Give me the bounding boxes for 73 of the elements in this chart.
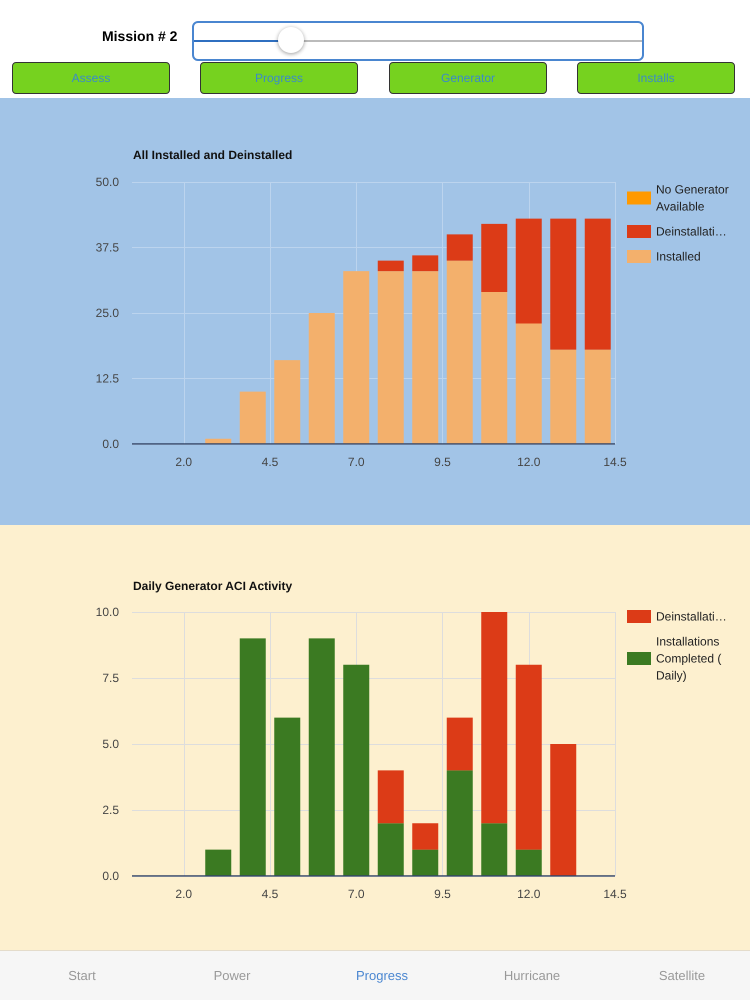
bar — [378, 770, 404, 824]
bar — [516, 323, 542, 444]
x-tick-label: 12.0 — [517, 455, 541, 469]
bar — [550, 744, 576, 876]
bar — [343, 664, 370, 876]
bar — [240, 392, 266, 444]
bar — [343, 271, 370, 444]
text: Power — [212, 968, 252, 983]
bar — [516, 850, 542, 876]
legend-label: Installations Completed ( Daily) — [656, 634, 725, 682]
bar — [550, 350, 576, 444]
y-tick-label: 25.0 — [96, 306, 120, 320]
bar — [584, 350, 611, 444]
bar — [378, 260, 404, 272]
bar — [412, 823, 438, 850]
x-tick-label: 14.5 — [603, 887, 627, 901]
text: Assess — [12, 62, 170, 94]
bar — [516, 218, 542, 324]
bar — [481, 612, 508, 824]
x-tick-label: 9.5 — [434, 455, 452, 469]
bar — [274, 360, 300, 444]
legend-label: Deinstallati… — [656, 224, 727, 238]
text: Mission # 2 — [102, 28, 178, 44]
x-tick-label: 12.0 — [517, 887, 541, 901]
bar — [308, 313, 335, 444]
x-tick-label: 4.5 — [262, 455, 279, 469]
bar — [412, 271, 438, 444]
bar — [550, 218, 576, 350]
bar — [584, 218, 611, 350]
y-tick-label: 10.0 — [96, 605, 120, 619]
bar — [446, 770, 473, 876]
bar — [481, 224, 508, 292]
bar — [481, 292, 508, 444]
bar — [274, 718, 300, 876]
bar — [240, 638, 266, 876]
x-tick-label: 2.0 — [175, 887, 192, 901]
chart-title: Daily Generator ACI Activity — [133, 579, 292, 593]
y-tick-label: 12.5 — [96, 372, 120, 386]
text: Satellite — [658, 968, 706, 983]
x-tick-label: 9.5 — [434, 887, 452, 901]
text: Start — [67, 968, 97, 983]
bar — [308, 638, 335, 876]
text: Generator — [389, 62, 547, 94]
x-tick-label: 4.5 — [262, 887, 279, 901]
y-tick-label: 7.5 — [102, 671, 120, 685]
y-tick-label: 0.0 — [102, 869, 120, 883]
y-tick-label: 37.5 — [96, 240, 120, 254]
chart-title: All Installed and Deinstalled — [133, 148, 292, 162]
x-tick-label: 14.5 — [603, 455, 627, 469]
bar — [516, 664, 542, 850]
y-tick-label: 0.0 — [102, 437, 120, 451]
legend-label: Deinstallati… — [656, 610, 727, 624]
bar — [412, 255, 438, 272]
y-tick-label: 50.0 — [96, 175, 120, 189]
text: Installs — [577, 62, 735, 94]
bar — [481, 823, 508, 876]
bar — [378, 271, 404, 444]
bar — [446, 260, 473, 444]
y-tick-label: 5.0 — [102, 737, 120, 751]
text: Hurricane — [502, 968, 562, 983]
bar — [205, 850, 232, 876]
bar — [412, 850, 438, 876]
bar — [378, 823, 404, 876]
bar — [446, 234, 473, 261]
x-tick-label: 7.0 — [348, 455, 365, 469]
text: Progress — [354, 968, 410, 983]
x-tick-label: 7.0 — [348, 887, 365, 901]
text: Progress — [200, 62, 358, 94]
legend-label: Installed — [656, 250, 701, 264]
y-tick-label: 2.5 — [102, 803, 120, 817]
legend-label: No Generator Available — [656, 182, 732, 214]
bar — [446, 718, 473, 770]
x-tick-label: 2.0 — [175, 455, 192, 469]
